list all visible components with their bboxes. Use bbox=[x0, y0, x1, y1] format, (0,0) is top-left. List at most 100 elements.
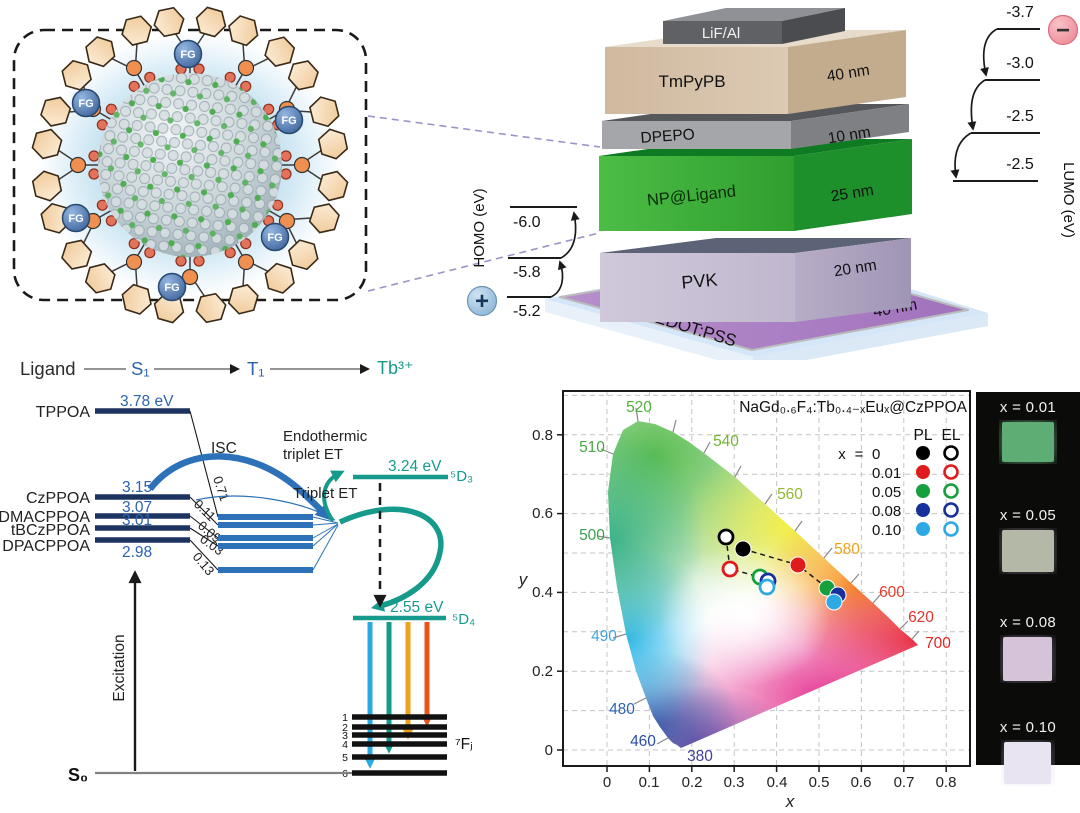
legend-pl-header: PL bbox=[914, 427, 933, 444]
fg-groups: FG FG FG FG FG FG bbox=[61, 39, 304, 302]
wavelength-label: 480 bbox=[609, 701, 635, 718]
layer-thickness: 20 nm bbox=[833, 257, 878, 281]
device-photo-x005 bbox=[1002, 530, 1054, 572]
fg-group: FG bbox=[61, 203, 91, 233]
x-tick: 0.7 bbox=[894, 774, 915, 791]
photo-item: x = 0.10 bbox=[1000, 719, 1056, 786]
el-point-x0 bbox=[717, 528, 735, 546]
cie-diagram: 380 460 480 490 500 510 520 540 560 580 … bbox=[518, 390, 971, 811]
s1-energy: 3.15 bbox=[122, 479, 152, 496]
wavelength-label: 510 bbox=[579, 439, 605, 456]
layer-thickness: 40 nm bbox=[826, 62, 871, 86]
wavelength-label: 380 bbox=[687, 748, 713, 765]
wavelength-label: 460 bbox=[630, 733, 656, 750]
wavelength-ticks bbox=[596, 407, 920, 745]
ligand-name: DMACPPOA bbox=[0, 509, 90, 526]
s1-energy: 2.98 bbox=[122, 544, 152, 561]
wavelength-label: 500 bbox=[579, 527, 605, 544]
wavelength-label: 560 bbox=[777, 486, 803, 503]
d4-term: ⁵D₄ bbox=[452, 611, 475, 628]
d3-term: ⁵D₃ bbox=[450, 468, 473, 485]
isc-label: ISC bbox=[211, 440, 237, 457]
el-point-x010 bbox=[758, 578, 776, 596]
layer-label: DPEPO bbox=[640, 126, 695, 147]
legend-pl-marker bbox=[916, 503, 930, 517]
homo-value: -5.8 bbox=[513, 264, 541, 281]
header-ligand: Ligand bbox=[20, 358, 76, 379]
hole-transfer-arrow bbox=[560, 211, 580, 259]
inset-connectors bbox=[367, 115, 601, 292]
t1-levels bbox=[218, 514, 313, 573]
ligand-name: tBCzPPOA bbox=[11, 522, 90, 539]
wavelength-label: 700 bbox=[925, 635, 951, 652]
x-tick: 0.5 bbox=[809, 774, 830, 791]
homo-ladder: HOMO (eV) -6.0 -5.8 -5.2 + bbox=[466, 188, 580, 320]
nanoparticle-core bbox=[98, 73, 282, 257]
d3-energy: 3.24 eV bbox=[388, 458, 442, 475]
device-photo-strip: x = 0.01 x = 0.05 x = 0.08 x = 0.10 bbox=[976, 392, 1080, 784]
t1-convergence-lines bbox=[312, 516, 339, 571]
lumo-axis-label: LUMO (eV) bbox=[1060, 162, 1077, 238]
x-tick: 0.1 bbox=[639, 774, 660, 791]
electron-transfer-arrow bbox=[967, 79, 986, 131]
photo-label: x = 0.05 bbox=[999, 507, 1057, 524]
fg-label: FG bbox=[281, 115, 296, 127]
hole-icon bbox=[466, 285, 498, 317]
endothermic-triplet-et-arrow bbox=[322, 470, 345, 523]
axis-ticks bbox=[557, 434, 947, 772]
wavelength-label: 580 bbox=[834, 541, 860, 558]
fg-group: FG bbox=[274, 105, 304, 135]
legend-value: 0.05 bbox=[872, 484, 901, 501]
fj-index: 2 bbox=[342, 722, 348, 734]
legend-pl-marker bbox=[916, 484, 930, 498]
legend-el-marker bbox=[943, 483, 959, 499]
y-tick-labels: 0 0.2 0.4 0.6 0.8 bbox=[532, 427, 553, 759]
electron-transfer-arrow bbox=[950, 132, 972, 179]
layer-lif-al: LiF/Al bbox=[663, 8, 845, 44]
pl-point-x010 bbox=[825, 593, 843, 611]
endothermic-et-label-line1: Endothermic bbox=[283, 428, 368, 445]
homo-value: -5.2 bbox=[513, 303, 541, 320]
fg-label: FG bbox=[68, 213, 83, 225]
legend-el-marker bbox=[943, 502, 959, 518]
y-tick: 0 bbox=[545, 742, 553, 759]
fg-label: FG bbox=[180, 49, 195, 61]
cie-title: NaGd₀.₆F₄:Tb₀.₄₋ₓEuₓ@CzPPOA bbox=[739, 399, 967, 416]
x-tick: 0.4 bbox=[767, 774, 788, 791]
triplet-et-arrow bbox=[338, 506, 444, 612]
hole-transfer-arrow bbox=[550, 260, 567, 298]
photo-label: x = 0.08 bbox=[999, 614, 1057, 631]
fg-group: FG bbox=[71, 88, 101, 118]
layer-tmpypb: TmPyPB 40 nm bbox=[605, 30, 906, 114]
device-photo-x010 bbox=[1003, 742, 1051, 784]
device-photo-x008 bbox=[1002, 637, 1052, 681]
lumo-value: -2.5 bbox=[1006, 156, 1034, 173]
ligand-name: TPPOA bbox=[36, 404, 91, 421]
photo-label: x = 0.10 bbox=[999, 719, 1057, 736]
fj-term: ⁷Fⱼ bbox=[455, 736, 473, 753]
isc-connectors: 0.71 0.11 0.09 0.03 0.13 bbox=[189, 410, 232, 578]
s1-energy: 3.78 eV bbox=[120, 393, 174, 410]
header-s1: S₁ bbox=[131, 358, 150, 379]
legend-pl-marker bbox=[916, 446, 930, 460]
legend-el-header: EL bbox=[942, 427, 961, 444]
y-tick: 0.6 bbox=[532, 505, 553, 522]
energy-transfer-diagram: Ligand S₁ T₁ Tb³⁺ TPPOA CzPPOA DMACPPOA … bbox=[0, 358, 475, 785]
electron-minus-symbol: − bbox=[1056, 17, 1070, 44]
lumo-ladder: LUMO (eV) -3.7 -3.0 -2.5 -2.5 − bbox=[950, 4, 1079, 238]
pl-point-x0 bbox=[734, 540, 752, 558]
pl-data-points bbox=[734, 540, 847, 611]
wavelength-label: 620 bbox=[908, 609, 934, 626]
isc-thin-line bbox=[195, 495, 336, 521]
layer-pvk: PVK 20 nm bbox=[600, 238, 911, 322]
fg-label: FG bbox=[164, 282, 179, 294]
legend-pl-marker bbox=[916, 522, 930, 536]
y-tick: 0.2 bbox=[532, 663, 553, 680]
fg-label: FG bbox=[78, 98, 93, 110]
electron-icon bbox=[1047, 14, 1079, 46]
s0-label: S₀ bbox=[68, 765, 88, 785]
y-tick: 0.8 bbox=[532, 427, 553, 444]
wavelength-label: 520 bbox=[626, 399, 652, 416]
ligand-name: CzPPOA bbox=[26, 490, 90, 507]
photo-item: x = 0.05 bbox=[999, 507, 1057, 574]
